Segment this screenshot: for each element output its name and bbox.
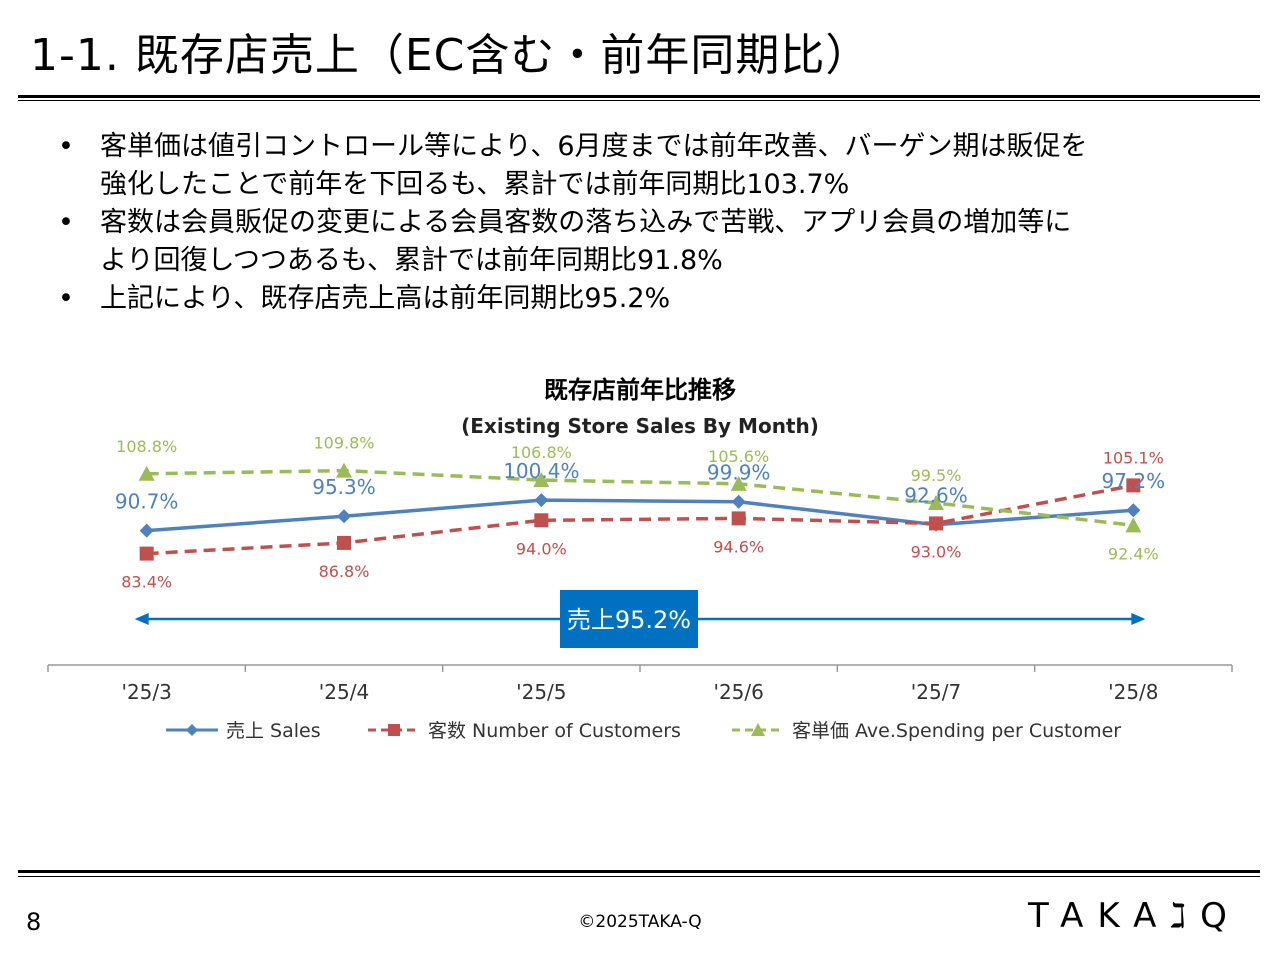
- data-point-spending: [336, 462, 352, 478]
- data-point-sales: [534, 493, 549, 508]
- data-point-sales: [731, 494, 746, 509]
- annotation-arrowhead-right: [1131, 613, 1146, 625]
- page-number: 8: [26, 908, 42, 936]
- series-line-1: [146, 483, 1134, 556]
- data-point-spending: [138, 465, 155, 481]
- bullet-line: 上記により、既存店売上高は前年同期比95.2%: [100, 283, 671, 314]
- bullet-item: • 客単価は値引コントロール等により、6月度までは前年改善、バーゲン期は販促を …: [52, 128, 1252, 204]
- series-line-2: [146, 468, 1134, 528]
- series-line-0: [146, 498, 1134, 533]
- data-label: 106.8%: [511, 443, 572, 462]
- bullet-dot: •: [58, 131, 74, 162]
- data-label: 105.6%: [708, 447, 769, 466]
- data-point-sales: [139, 523, 154, 538]
- legend-item-customers: 客数 Number of Customers: [366, 716, 681, 743]
- data-label: 99.5%: [911, 466, 962, 485]
- annotation-box: [560, 590, 698, 648]
- data-label: 100.4%: [503, 459, 579, 483]
- bullet-line: より回復しつつあるも、累計では前年同期比91.8%: [100, 245, 723, 276]
- legend-label-spending: 客単価 Ave.Spending per Customer: [792, 720, 1122, 742]
- legend-line-spending-icon: [732, 722, 784, 736]
- title-divider-thin: [18, 100, 1260, 101]
- chart-subtitle: (Existing Store Sales By Month): [461, 414, 819, 438]
- data-point-sales: [337, 509, 351, 524]
- legend-line-customers-icon: [368, 723, 420, 736]
- summary-bullets: • 客単価は値引コントロール等により、6月度までは前年改善、バーゲン期は販促を …: [52, 128, 1252, 318]
- chart-title: 既存店前年比推移: [544, 376, 736, 404]
- x-tick-label: '25/6: [713, 680, 763, 704]
- legend-label-sales: 売上 Sales: [226, 720, 321, 742]
- annotation-label: 売上95.2%: [567, 606, 691, 634]
- bullet-line: 客数は会員販促の変更による会員客数の落ち込みで苦戦、アプリ会員の増加等に: [100, 207, 1072, 238]
- data-label: 97.2%: [1102, 469, 1166, 493]
- company-logo: TAKAℷQ: [1028, 896, 1241, 936]
- data-label: 108.8%: [116, 437, 177, 456]
- data-label: 94.0%: [516, 539, 567, 558]
- data-label: 95.3%: [312, 475, 376, 499]
- bullet-dot: •: [58, 283, 74, 314]
- data-label: 86.8%: [319, 562, 370, 581]
- legend-label-customers: 客数 Number of Customers: [428, 720, 681, 742]
- footer-divider: [18, 870, 1260, 873]
- copyright: ©2025TAKA-Q: [578, 912, 702, 932]
- legend-item-spending: 客単価 Ave.Spending per Customer: [730, 716, 1121, 743]
- legend-line-sales-icon: [166, 723, 218, 736]
- line-chart: '25/3 '25/4 '25/5 '25/6 '25/7 '25/8 売上95.2% 90.…: [47, 434, 1233, 704]
- data-point-customers: [534, 513, 549, 528]
- legend-item-sales: 売上 Sales: [164, 716, 321, 743]
- data-point-customers: [337, 535, 351, 550]
- footer-divider-thin: [18, 876, 1260, 877]
- annotation-arrowhead-left: [134, 613, 149, 625]
- x-tick-label: '25/8: [1108, 680, 1158, 704]
- x-tick-label: '25/3: [121, 680, 171, 704]
- x-tick-label: '25/7: [911, 680, 961, 704]
- data-point-customers: [929, 516, 943, 531]
- bullet-item: • 客数は会員販促の変更による会員客数の落ち込みで苦戦、アプリ会員の増加等に よ…: [52, 204, 1252, 280]
- data-label: 109.8%: [313, 434, 374, 453]
- data-label: 94.6%: [713, 537, 764, 556]
- data-point-spending: [730, 475, 747, 491]
- data-point-spending: [533, 472, 550, 488]
- data-label: 90.7%: [115, 490, 179, 514]
- bullet-dot: •: [58, 207, 74, 238]
- x-tick-label: '25/4: [319, 680, 369, 704]
- bullet-item: • 上記により、既存店売上高は前年同期比95.2%: [52, 280, 1252, 318]
- data-point-spending: [928, 495, 944, 510]
- title-divider: [18, 95, 1260, 98]
- data-label: 99.9%: [707, 461, 771, 485]
- chart-legend: 売上 Sales 客数 Number of Customers 客単価 Ave.…: [160, 716, 1160, 746]
- data-point-customers: [731, 511, 746, 526]
- data-label: 92.6%: [904, 484, 968, 508]
- data-point-sales: [1126, 503, 1141, 518]
- data-label: 105.1%: [1103, 448, 1164, 467]
- data-label: 83.4%: [121, 573, 172, 592]
- x-tick-label: '25/5: [516, 680, 566, 704]
- bullet-line: 客単価は値引コントロール等により、6月度までは前年改善、バーゲン期は販促を: [100, 131, 1088, 162]
- data-point-spending: [1125, 517, 1142, 533]
- page-title: 1-1. 既存店売上（EC含む・前年同期比）: [30, 30, 871, 81]
- data-label: 93.0%: [911, 542, 962, 561]
- data-point-customers: [1126, 478, 1141, 493]
- bullet-line: 強化したことで前年を下回るも、累計では前年同期比103.7%: [100, 169, 850, 200]
- data-point-customers: [139, 546, 154, 561]
- data-label: 92.4%: [1108, 544, 1159, 563]
